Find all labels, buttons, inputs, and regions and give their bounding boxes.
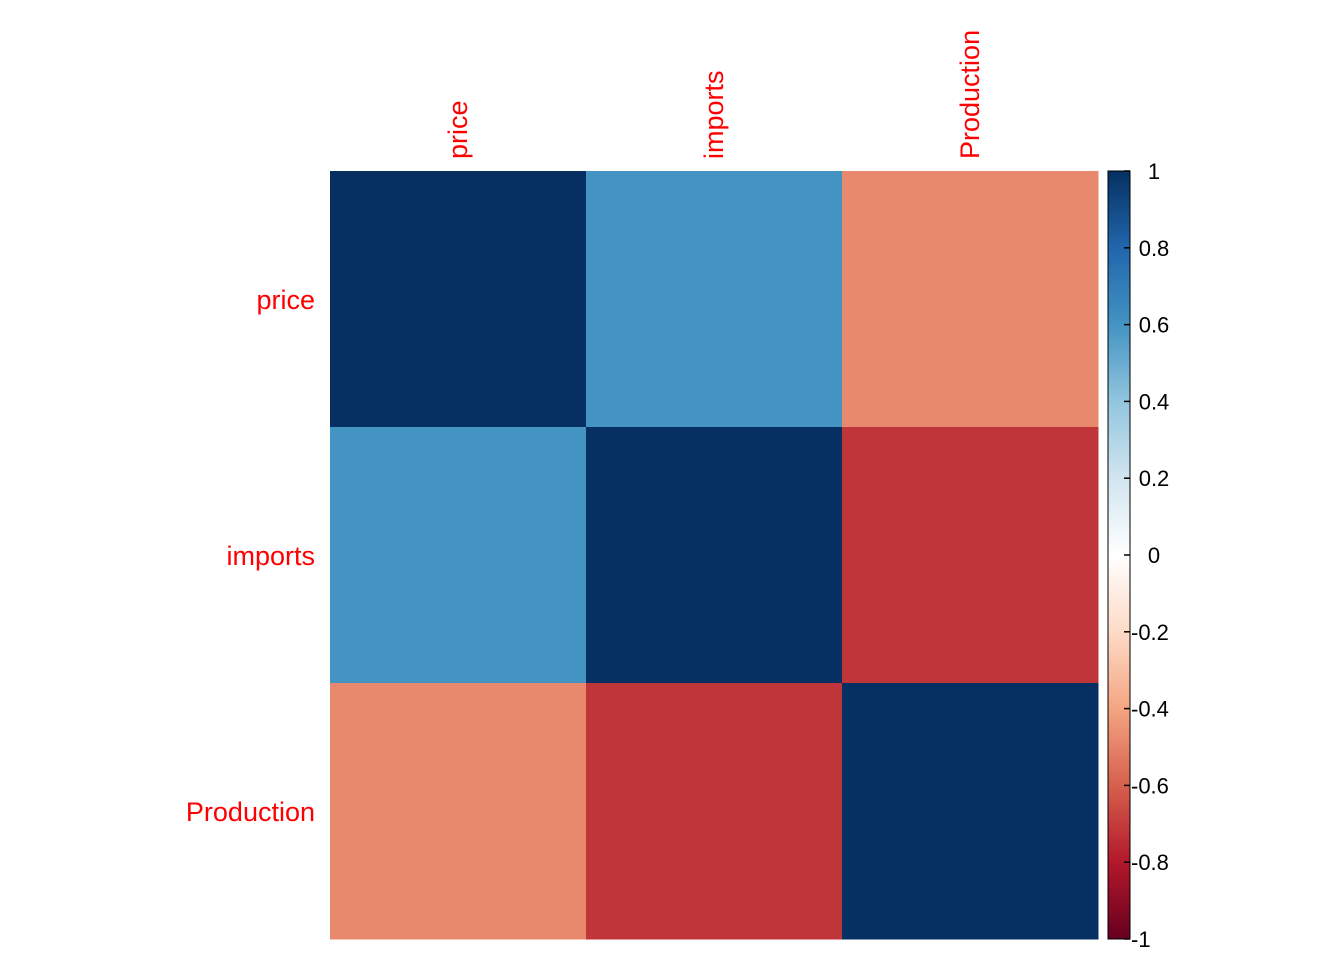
heatmap-cell-production-imports bbox=[586, 683, 843, 940]
colorbar-tick-label-5: 0 bbox=[1148, 543, 1160, 568]
row-label-production: Production bbox=[186, 797, 315, 827]
heatmap-cell-price-price bbox=[330, 171, 587, 428]
heatmap-cell-imports-production bbox=[842, 427, 1099, 684]
heatmap-cell-production-production bbox=[842, 683, 1099, 940]
column-labels: price imports Production bbox=[443, 30, 985, 159]
colorbar-tick-label-4: 0.2 bbox=[1139, 466, 1170, 491]
colorbar-tick-label-3: 0.4 bbox=[1139, 389, 1170, 414]
colorbar-tick-label-6: -0.2 bbox=[1131, 620, 1169, 645]
heatmap-cell-price-imports bbox=[586, 171, 843, 428]
colorbar-tick-label-2: 0.6 bbox=[1139, 313, 1170, 338]
row-label-imports: imports bbox=[226, 541, 315, 571]
heatmap-cell-imports-price bbox=[330, 427, 587, 684]
colorbar-tick-label-1: 0.8 bbox=[1139, 236, 1170, 261]
colorbar-tick-label-0: 1 bbox=[1148, 159, 1160, 184]
colorbar-tick-label-9: -0.8 bbox=[1131, 850, 1169, 875]
row-label-price: price bbox=[256, 285, 315, 315]
heatmap-cell-imports-imports bbox=[586, 427, 843, 684]
heatmap-cell-price-production bbox=[842, 171, 1099, 428]
column-label-price: price bbox=[443, 100, 473, 159]
colorbar: 1 0.8 0.6 0.4 0.2 0 -0.2 -0.4 -0.6 -0.8 -1 bbox=[1107, 159, 1170, 952]
colorbar-tick-label-8: -0.6 bbox=[1131, 773, 1169, 798]
colorbar-tick-label-7: -0.4 bbox=[1131, 697, 1169, 722]
column-label-production: Production bbox=[955, 30, 985, 159]
heatmap-cells bbox=[330, 171, 1099, 940]
colorbar-tick-label-10: -1 bbox=[1131, 927, 1151, 952]
heatmap-cell-production-price bbox=[330, 683, 587, 940]
row-labels: price imports Production bbox=[186, 285, 315, 827]
column-label-imports: imports bbox=[699, 70, 729, 159]
